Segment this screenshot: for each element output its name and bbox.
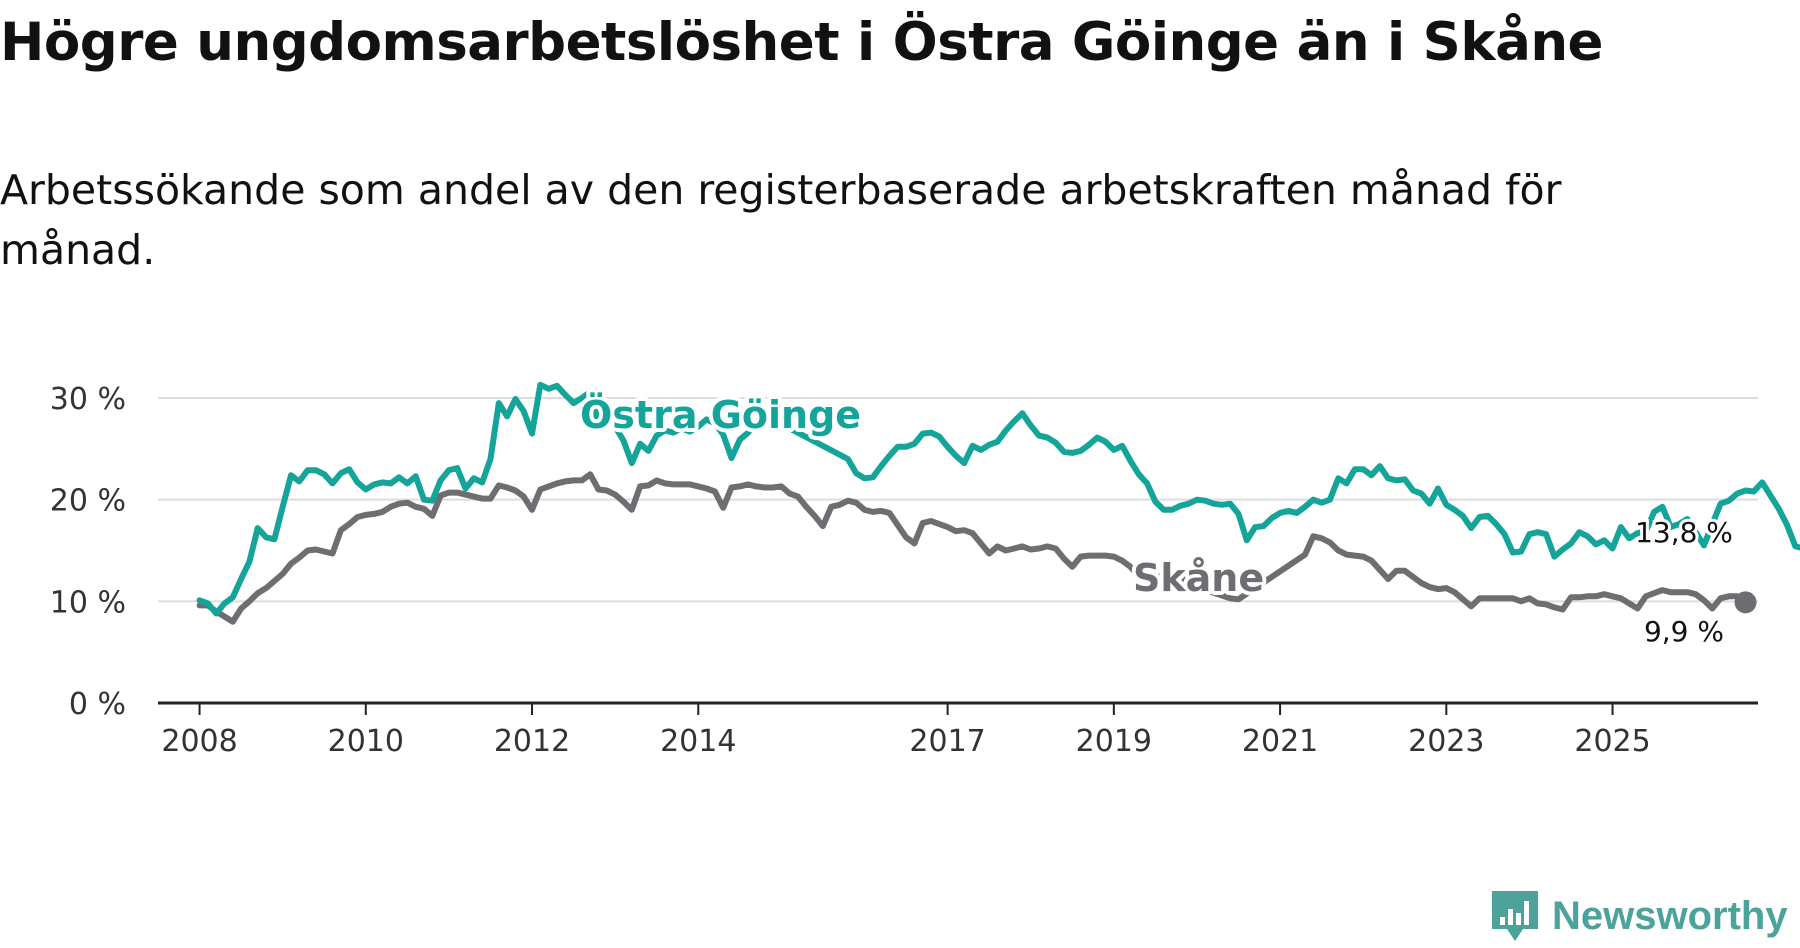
x-tick-label: 2008 (161, 724, 237, 759)
grid-lines (158, 397, 1758, 603)
x-tick-label: 2017 (909, 724, 985, 759)
end-value-ostra-goinge: 13,8 % (1635, 516, 1733, 549)
y-tick-label: 30 % (50, 382, 126, 417)
brand-name: Newsworthy (1552, 893, 1788, 938)
brand-logo: Newsworthy (1490, 886, 1788, 946)
x-tick-label: 2010 (328, 724, 404, 759)
series-line-skane (196, 471, 1749, 625)
end-marker-skane (1734, 591, 1757, 614)
series-label-ostra-goinge: Östra Göinge (580, 393, 861, 437)
x-tick-label: 2014 (660, 724, 736, 759)
end-value-skane: 9,9 % (1644, 615, 1724, 648)
y-tick-label: 0 % (69, 687, 126, 722)
chart-subtitle: Arbetssökande som andel av den registerb… (0, 166, 1562, 274)
y-tick-label: 20 % (50, 484, 126, 519)
series-labels: Östra Göinge Skåne 13,8 % 9,9 % (576, 389, 1736, 651)
series-label-skane: Skåne (1133, 556, 1264, 600)
chart-title: Högre ungdomsarbetslöshet i Östra Göinge… (0, 12, 1604, 73)
newsworthy-logo-icon (1492, 891, 1538, 941)
series (196, 381, 1800, 625)
series-line-ostra-goinge (196, 381, 1800, 617)
y-tick-label: 10 % (50, 585, 126, 620)
axes: 0 % 10 % 20 % 30 % 2008 2010 2012 2014 2017 2019 2… (50, 382, 1758, 759)
x-tick-label: 2019 (1076, 724, 1152, 759)
x-tick-label: 2021 (1242, 724, 1318, 759)
x-tick-label: 2025 (1574, 724, 1650, 759)
x-tick-label: 2012 (494, 724, 570, 759)
x-tick-label: 2023 (1408, 724, 1484, 759)
